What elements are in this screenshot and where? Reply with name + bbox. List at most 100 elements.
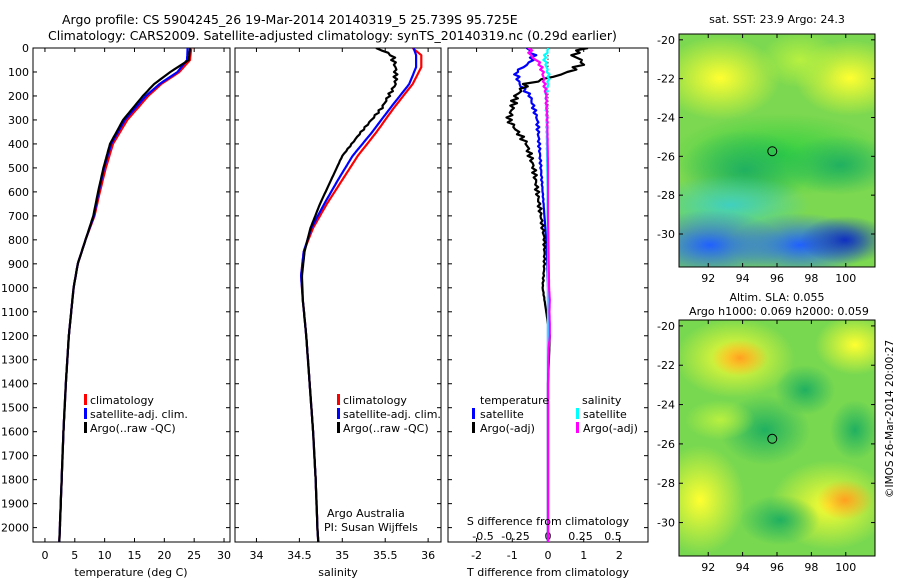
x-tick-label: -1 (507, 549, 518, 562)
top-tick-label: 0.25 (568, 530, 593, 543)
x-tick-label: 96 (770, 561, 784, 574)
legend-swatch-t-argo (472, 422, 475, 433)
legend-label-argo: Argo(..raw -QC) (343, 422, 429, 435)
x-tick-label: 94 (736, 272, 750, 285)
x-tick-label: 2 (616, 549, 623, 562)
top-tick-label: -0.5 (472, 530, 493, 543)
salinity-legend: climatology satellite-adj. clim. Argo(..… (337, 394, 441, 435)
sst-map-title: sat. SST: 23.9 Argo: 24.3 (709, 13, 845, 26)
x-tick-label: 0 (545, 549, 552, 562)
y-tick-label: 400 (8, 138, 29, 151)
y-tick-label: 1700 (1, 450, 29, 463)
sla-high-patch-ne (815, 320, 875, 375)
sst-warm-patch-nw (679, 36, 780, 120)
sla-map-title-2: Argo h1000: 0.069 h2000: 0.059 (689, 305, 869, 318)
sla-peak-patch-se (817, 480, 873, 520)
y-tick-label: 1500 (1, 402, 29, 415)
x-tick-label: 98 (804, 272, 818, 285)
y-tick-label: -20 (657, 34, 675, 47)
argo-position-marker (767, 146, 778, 157)
legend-title-temperature: temperature (480, 394, 549, 407)
series-line-satellite-adj-clim- (58, 48, 189, 542)
y-tick-label: 1000 (1, 282, 29, 295)
y-tick-label: 200 (8, 90, 29, 103)
temperature-panel-frame (32, 47, 231, 543)
legend-label-satellite: satellite-adj. clim. (90, 408, 188, 421)
y-tick-label: -22 (657, 359, 675, 372)
x-tick-label: 92 (701, 272, 715, 285)
legend-swatch-s-argo (576, 422, 579, 433)
y-tick-label: 0 (22, 42, 29, 55)
y-tick-label: 900 (8, 258, 29, 271)
temperature-x-axis: 0 5 10 15 20 25 30 (41, 48, 231, 562)
x-tick-label: 96 (770, 272, 784, 285)
legend-label-s-argo: Argo(-adj) (583, 422, 638, 435)
legend-label-satellite: satellite-adj. clim. (343, 408, 441, 421)
y-tick-label: -22 (657, 73, 675, 86)
y-tick-label: 500 (8, 162, 29, 175)
depth-axis: 0 100 200 300 400 500 600 700 800 900 1000 1100 1200… (1, 42, 648, 535)
x-tick-label: 92 (701, 561, 715, 574)
sst-dark-patch-e (785, 135, 875, 195)
sst-light-patch (760, 34, 840, 88)
top-tick-label: 0.5 (604, 530, 622, 543)
annotation-argo-australia: Argo Australia (327, 507, 405, 520)
legend-swatch-climatology (84, 394, 87, 405)
y-tick-label: -24 (657, 111, 675, 124)
x-tick-label: 94 (736, 561, 750, 574)
y-tick-label: 700 (8, 210, 29, 223)
y-tick-label: 300 (8, 114, 29, 127)
x-tick-label: 98 (804, 561, 818, 574)
series-line-argo-raw-qc- (300, 48, 399, 542)
x-tick-label: 35 (335, 549, 349, 562)
y-tick-label: 100 (8, 66, 29, 79)
imos-credit: ©IMOS 26-Mar-2014 20:00:27 (884, 340, 896, 498)
temperature-series (58, 48, 193, 542)
y-tick-label: -26 (657, 438, 675, 451)
sla-low-patch-s (740, 495, 820, 545)
difference-top-label: S difference from climatology (467, 515, 630, 528)
y-tick-label: -26 (657, 150, 675, 163)
sla-map-title-1: Altim. SLA: 0.055 (729, 291, 824, 304)
x-tick-label: 36 (421, 549, 435, 562)
difference-series (505, 48, 589, 542)
temperature-xlabel: temperature (deg C) (74, 566, 187, 579)
y-tick-label: 800 (8, 234, 29, 247)
x-tick-label: 5 (71, 549, 78, 562)
series-line-climatology (58, 48, 193, 542)
header-line-1: Argo profile: CS 5904245_26 19-Mar-2014 … (62, 12, 518, 27)
sla-peak-patch-nw (712, 340, 768, 376)
x-tick-label: 100 (835, 272, 856, 285)
y-tick-label: -28 (657, 189, 675, 202)
sla-map-axes: 92 94 96 98 100 -20 -22 -24 -26 -28 -30 (657, 320, 875, 574)
x-tick-label: 35.5 (373, 549, 398, 562)
legend-swatch-argo (84, 422, 87, 433)
legend-swatch-satellite (337, 408, 340, 419)
series-line-climatology (300, 48, 423, 542)
y-tick-label: 1200 (1, 330, 29, 343)
series-line-s-argo-adj- (527, 48, 551, 542)
legend-swatch-s-satellite (576, 408, 579, 419)
salinity-xlabel: salinity (318, 566, 358, 579)
y-tick-label: 1600 (1, 426, 29, 439)
sla-high-patch-sw (679, 445, 745, 555)
sla-low-patch-n (775, 365, 835, 415)
x-tick-label: 34 (249, 549, 263, 562)
top-tick-label: -0.25 (501, 530, 529, 543)
y-tick-label: -30 (657, 517, 675, 530)
temperature-legend: climatology satellite-adj. clim. Argo(..… (84, 394, 188, 435)
difference-x-axis: -2 -1 0 1 2 (471, 48, 623, 562)
x-tick-label: 30 (217, 549, 231, 562)
x-tick-label: -2 (471, 549, 482, 562)
y-tick-label: -28 (657, 477, 675, 490)
legend-swatch-t-satellite (472, 408, 475, 419)
annotation-pi: PI: Susan Wijffels (324, 521, 418, 534)
legend-title-salinity: salinity (582, 394, 622, 407)
y-tick-label: 1400 (1, 378, 29, 391)
x-tick-label: 0 (41, 549, 48, 562)
argo-position-marker (767, 433, 778, 444)
x-tick-label: 15 (127, 549, 141, 562)
y-tick-label: -24 (657, 399, 675, 412)
x-tick-label: 20 (157, 549, 171, 562)
